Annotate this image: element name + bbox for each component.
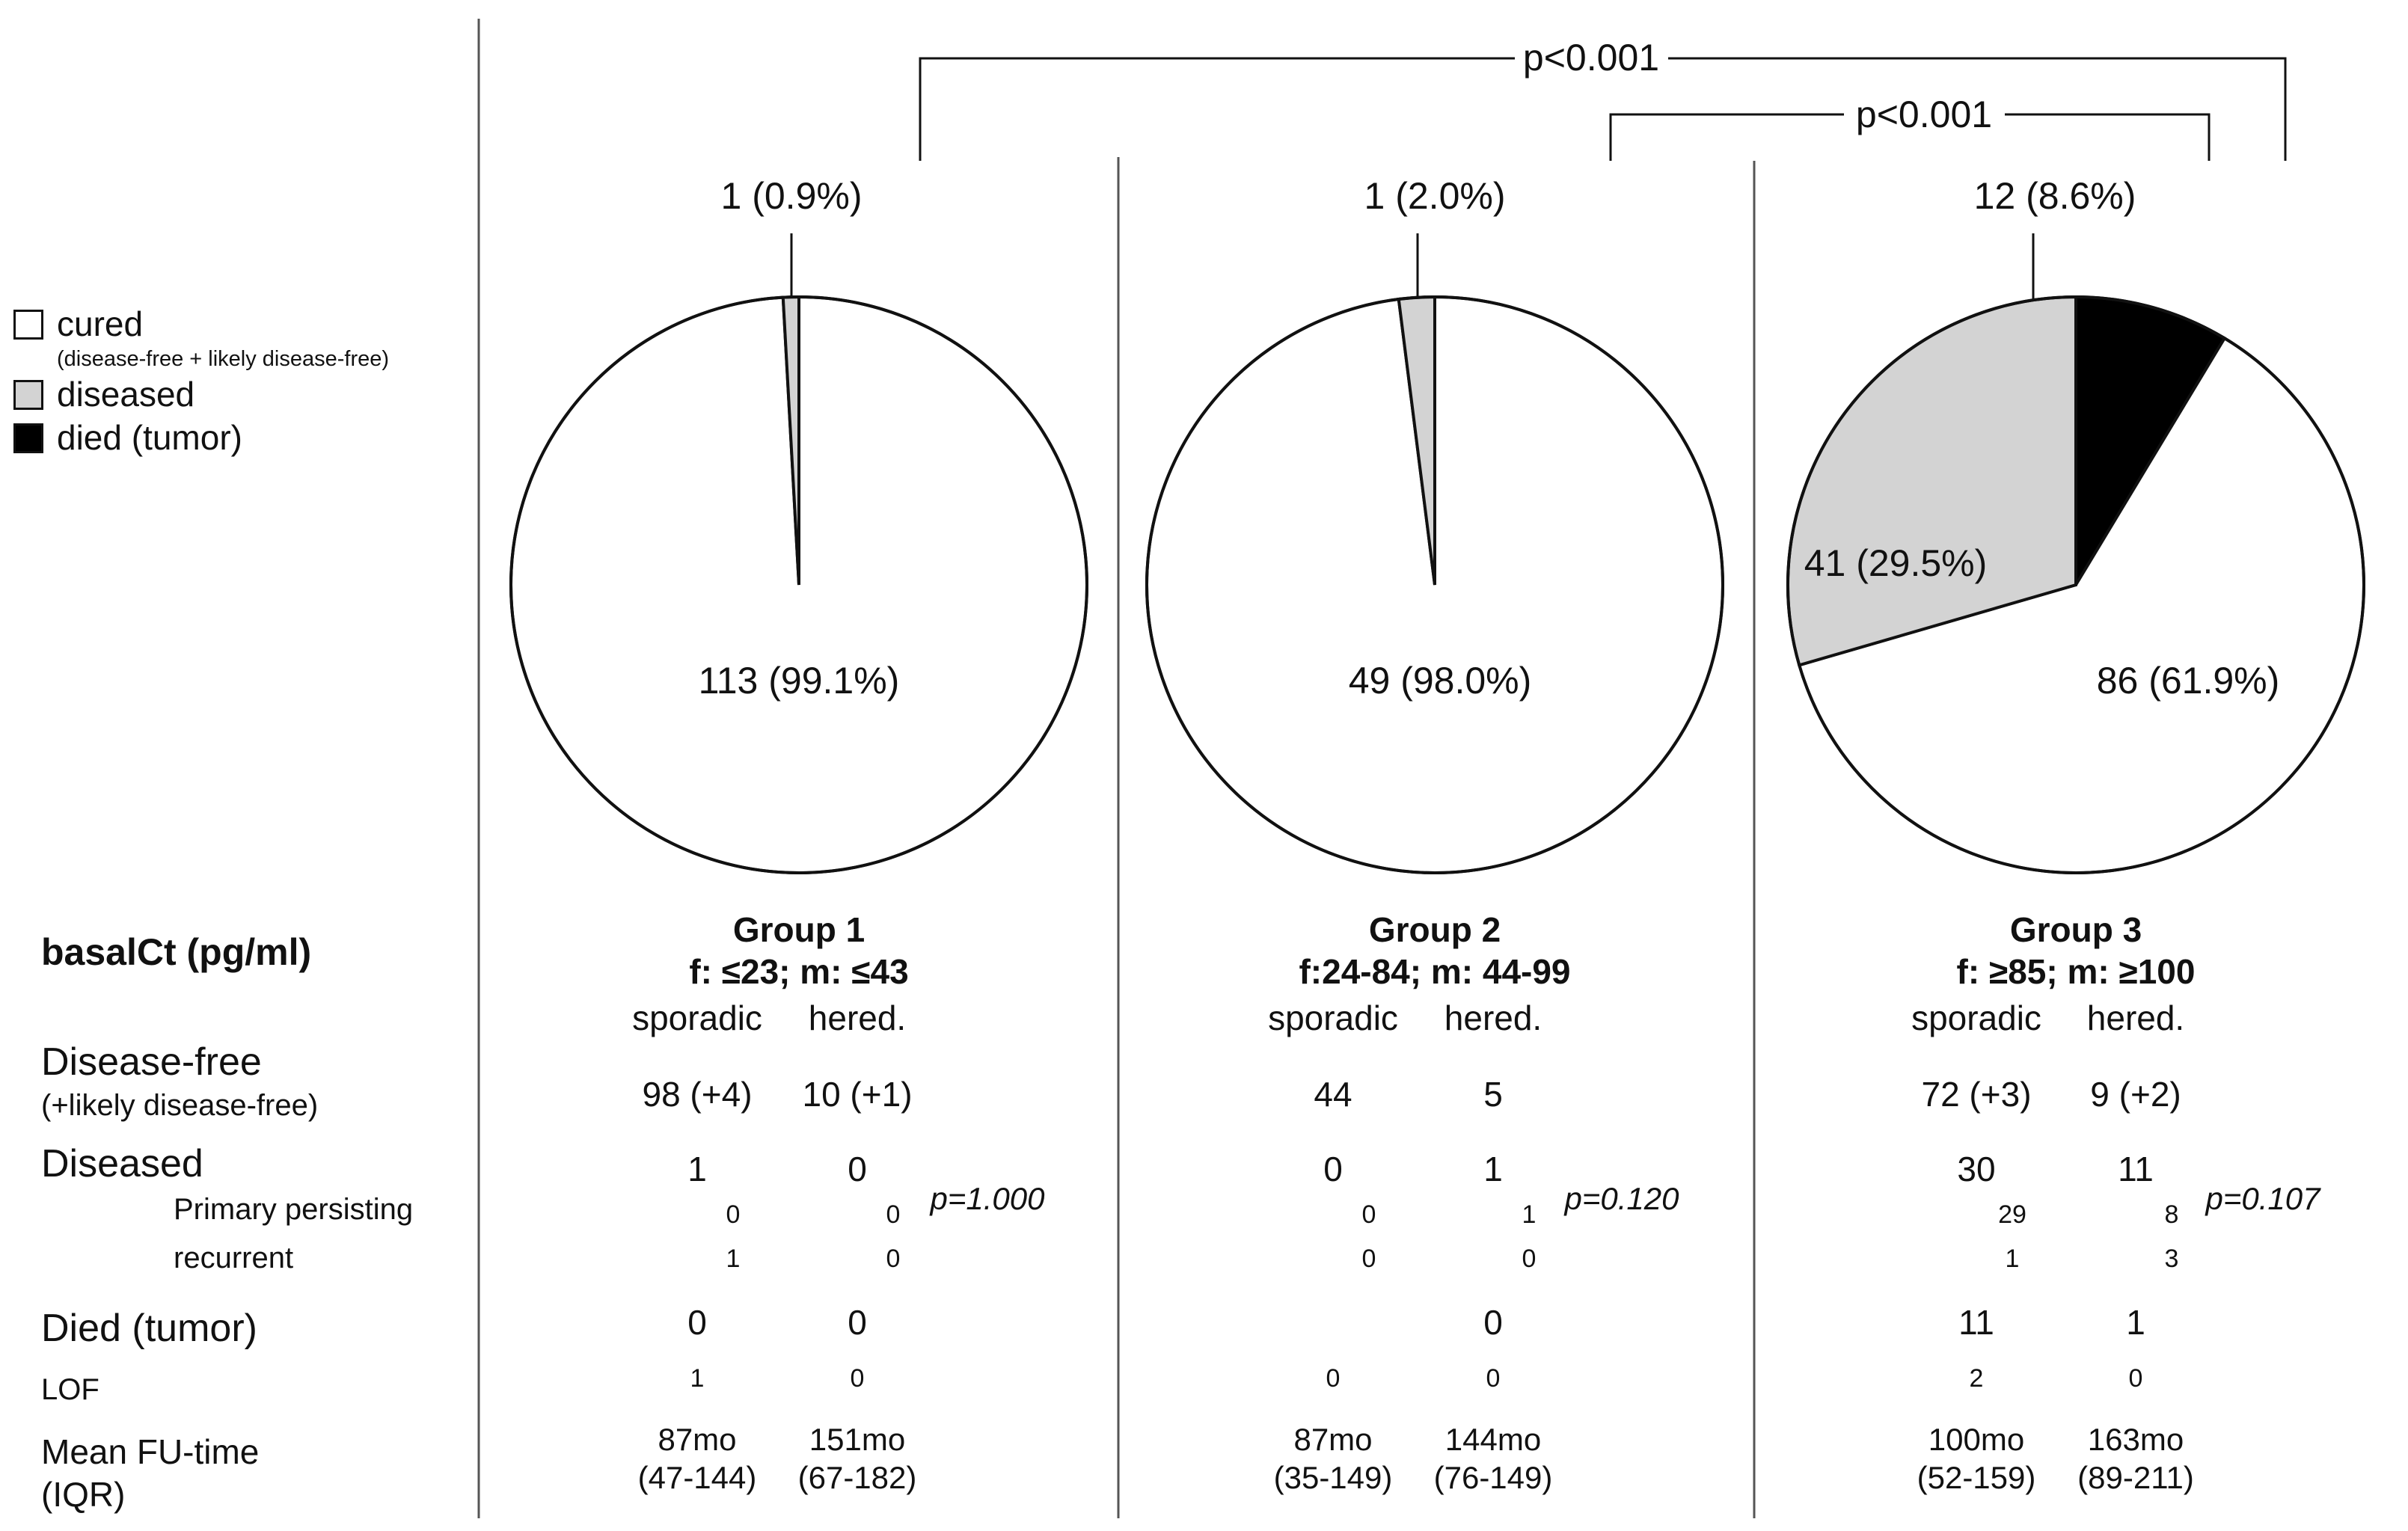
cell-died-hered: 0	[1483, 1303, 1503, 1342]
cell-disease-free-hered: 5	[1483, 1075, 1503, 1114]
cell-lof-hered: 0	[1486, 1364, 1501, 1393]
cell-fu-iqr-hered: (76-149)	[1433, 1460, 1553, 1495]
cell-diseased-hered: 11	[2118, 1150, 2154, 1188]
legend-swatch-diseased	[13, 380, 43, 410]
cell-fu-mean-hered: 163mo	[2087, 1422, 2184, 1457]
column-header-sporadic: sporadic	[1911, 998, 2041, 1037]
bracket-group1-group3-right	[1668, 57, 2287, 161]
cell-recurrent-sporadic: 1	[2005, 1245, 2020, 1273]
group-threshold: f:24-84; m: 44-99	[1299, 952, 1571, 991]
slice-label-g1-cured: 113 (99.1%)	[698, 660, 900, 702]
cell-fu-mean-hered: 151mo	[809, 1422, 906, 1457]
slice-label-g2-cured: 49 (98.0%)	[1348, 660, 1532, 702]
cell-fu-mean-sporadic: 87mo	[1293, 1422, 1373, 1457]
cell-diseased-sporadic: 1	[687, 1150, 707, 1188]
column-header-hered: hered.	[1444, 998, 1542, 1037]
cell-fu-iqr-hered: (67-182)	[797, 1460, 917, 1495]
cell-lof-sporadic: 0	[1326, 1364, 1341, 1393]
pie-g2-outline	[1145, 295, 1724, 874]
cell-died-sporadic: 0	[687, 1303, 707, 1342]
row-label-fu-iqr: (IQR)	[41, 1475, 126, 1514]
legend-sublabel-cured: (disease-free + likely disease-free)	[57, 347, 390, 371]
slice-label-g3-died: 12 (8.6%)	[1973, 175, 2136, 217]
bracket-group2-group3	[1609, 113, 1844, 161]
legend-label-died: died (tumor)	[57, 418, 242, 457]
legend-swatch-cured	[13, 310, 43, 340]
cell-disease-free-hered: 9 (+2)	[2090, 1075, 2181, 1114]
cell-diseased-hered: 1	[1483, 1150, 1503, 1188]
bracket-group2-group3-right	[2005, 113, 2211, 161]
cell-fu-iqr-sporadic: (35-149)	[1273, 1460, 1393, 1495]
p-value: p=0.107	[2205, 1181, 2320, 1216]
p-value: p=0.120	[1564, 1181, 1679, 1216]
row-label-lof: LOF	[41, 1373, 99, 1406]
row-label-died: Died (tumor)	[41, 1307, 257, 1350]
cell-diseased-sporadic: 30	[1957, 1150, 1996, 1188]
cell-fu-iqr-sporadic: (52-159)	[1917, 1460, 2036, 1495]
pie-g1-outline	[509, 295, 1088, 874]
legend-swatch-died	[13, 423, 43, 453]
cell-fu-iqr-hered: (89-211)	[2077, 1460, 2194, 1495]
slice-label-g1-diseased: 1 (0.9%)	[720, 175, 863, 217]
pie-charts	[509, 233, 2365, 874]
cell-lof-sporadic: 1	[690, 1364, 705, 1393]
cell-disease-free-sporadic: 72 (+3)	[1921, 1075, 2032, 1114]
comparison-label-2: p<0.001	[1855, 93, 1993, 135]
group-threshold: f: ≥85; m: ≥100	[1956, 952, 2196, 991]
cell-lof-hered: 0	[850, 1364, 865, 1393]
cell-primary-persisting-hered: 8	[2164, 1200, 2179, 1229]
slice-label-g3-cured: 86 (61.9%)	[2096, 660, 2280, 702]
column-header-sporadic: sporadic	[1268, 998, 1398, 1037]
row-label-recurrent: recurrent	[174, 1242, 294, 1274]
cell-fu-mean-hered: 144mo	[1445, 1422, 1542, 1457]
cell-recurrent-sporadic: 0	[1361, 1245, 1376, 1273]
row-label-diseased: Diseased	[41, 1142, 203, 1185]
legend-label-cured: cured	[57, 304, 144, 343]
cell-primary-persisting-hered: 1	[1522, 1200, 1537, 1229]
cell-disease-free-sporadic: 98 (+4)	[642, 1075, 753, 1114]
column-header-hered: hered.	[2086, 998, 2185, 1037]
row-label-disease-free: Disease-free	[41, 1040, 262, 1084]
cell-disease-free-sporadic: 44	[1314, 1075, 1352, 1114]
cell-disease-free-hered: 10 (+1)	[802, 1075, 913, 1114]
cell-fu-mean-sporadic: 100mo	[1928, 1422, 2025, 1457]
slice-label-g3-diseased: 41 (29.5%)	[1804, 542, 1988, 584]
comparison-label-1: p<0.001	[1522, 37, 1660, 79]
row-label-primary-persisting: Primary persisting	[174, 1193, 414, 1226]
cell-died-hered: 0	[848, 1303, 867, 1342]
column-dividers	[477, 19, 1756, 1518]
cell-lof-hered: 0	[2128, 1364, 2143, 1393]
legend-label-diseased: diseased	[57, 375, 195, 414]
cell-primary-persisting-sporadic: 29	[1998, 1200, 2026, 1229]
cell-recurrent-sporadic: 1	[726, 1245, 741, 1273]
group-threshold: f: ≤23; m: ≤43	[689, 952, 909, 991]
comparison-brackets	[919, 57, 2287, 161]
slice-label-g2-diseased: 1 (2.0%)	[1364, 175, 1506, 217]
cell-primary-persisting-hered: 0	[886, 1200, 901, 1229]
cell-primary-persisting-sporadic: 0	[1361, 1200, 1376, 1229]
bracket-group1-group3	[919, 57, 1515, 161]
group-title: Group 2	[1368, 910, 1501, 949]
cell-died-sporadic: 11	[1958, 1303, 1994, 1342]
cell-lof-sporadic: 2	[1969, 1364, 1984, 1393]
row-label-fu-time: Mean FU-time	[41, 1432, 260, 1471]
cell-recurrent-hered: 0	[886, 1245, 901, 1273]
group-title: Group 1	[732, 910, 866, 949]
cell-died-hered: 1	[2126, 1303, 2145, 1342]
group-title: Group 3	[2009, 910, 2142, 949]
p-value: p=1.000	[930, 1181, 1045, 1216]
cell-diseased-hered: 0	[848, 1150, 867, 1188]
cell-recurrent-hered: 3	[2164, 1245, 2179, 1273]
cell-recurrent-hered: 0	[1522, 1245, 1537, 1273]
cell-diseased-sporadic: 0	[1323, 1150, 1343, 1188]
cell-primary-persisting-sporadic: 0	[726, 1200, 741, 1229]
pie-g3-outline	[1786, 295, 2365, 874]
column-header-hered: hered.	[808, 998, 907, 1037]
row-label-basalct: basalCt (pg/ml)	[41, 931, 312, 973]
cell-fu-mean-sporadic: 87mo	[658, 1422, 737, 1457]
row-label-disease-free-sub: (+likely disease-free)	[41, 1089, 319, 1122]
column-header-sporadic: sporadic	[632, 998, 762, 1037]
cell-fu-iqr-sporadic: (47-144)	[637, 1460, 757, 1495]
